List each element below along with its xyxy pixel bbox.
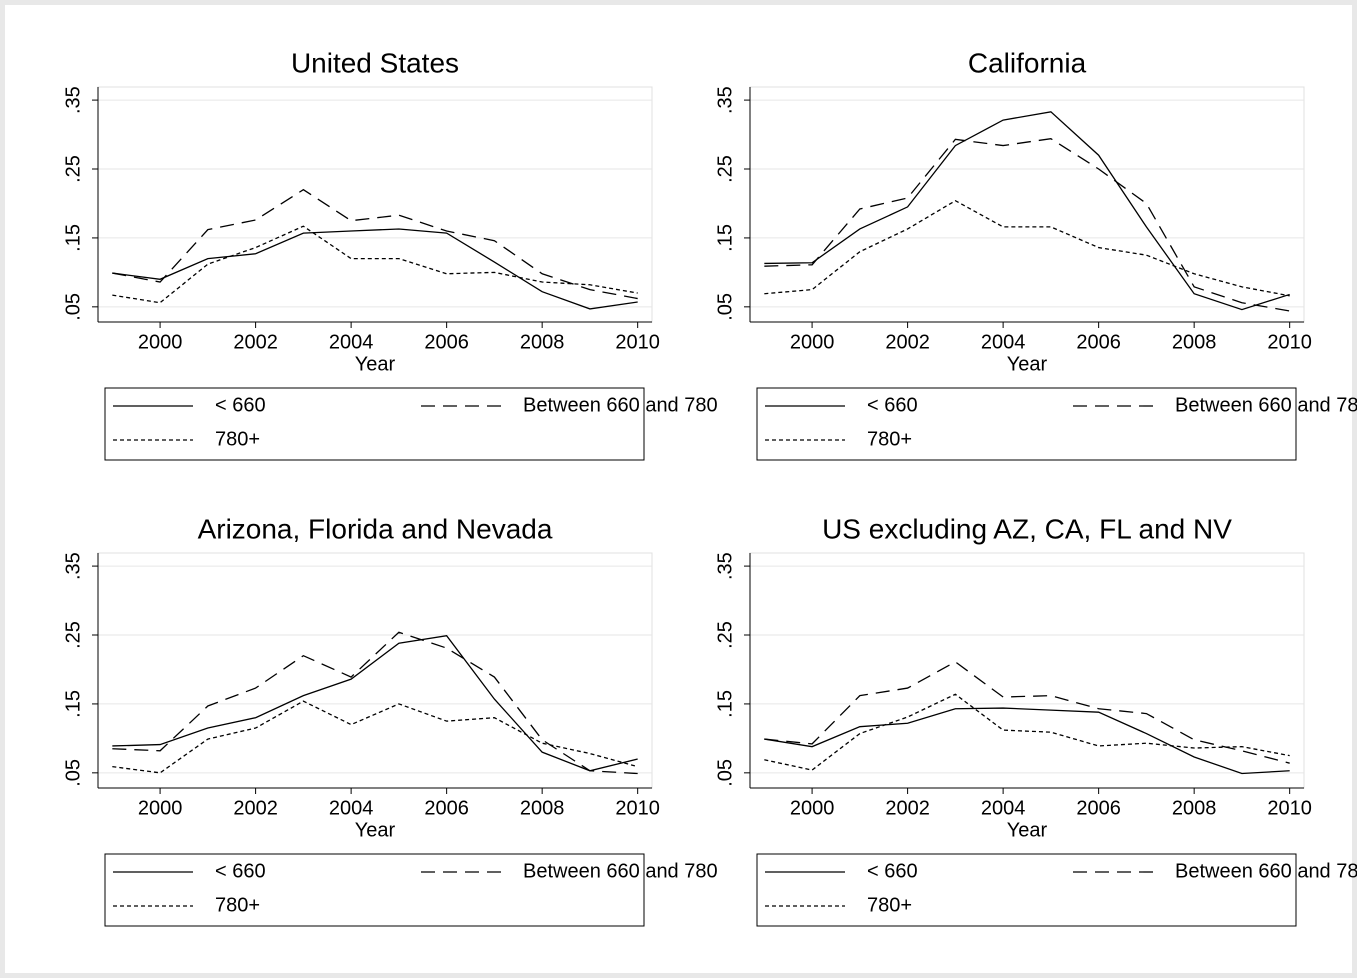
x-axis-label: Year [1007, 819, 1048, 841]
series-line [764, 199, 1290, 297]
x-tick-label: 2002 [233, 331, 278, 353]
legend-label: 780+ [215, 894, 260, 916]
plot-area [97, 552, 653, 789]
y-tick-label: .15 [62, 690, 84, 718]
y-tick-label: .05 [714, 293, 736, 321]
legend-label: 780+ [867, 894, 912, 916]
legend-label: < 660 [867, 860, 918, 882]
series-line [112, 188, 638, 300]
chart-title: US excluding AZ, CA, FL and NV [822, 513, 1232, 544]
x-tick-label: 2006 [1076, 331, 1121, 353]
chart-title: California [968, 47, 1087, 78]
x-tick-label: 2002 [885, 797, 930, 819]
x-axis-label: Year [355, 819, 396, 841]
series-line [764, 111, 1290, 311]
x-axis-label: Year [355, 353, 396, 375]
legend-label: Between 660 and 780 [523, 394, 718, 416]
y-tick-label: .35 [62, 86, 84, 114]
chart-title: United States [291, 47, 459, 78]
series-line [112, 228, 638, 310]
y-tick-label: .05 [62, 759, 84, 787]
series-line [764, 138, 1290, 312]
y-tick-label: .25 [714, 155, 736, 183]
y-tick-label: .15 [62, 224, 84, 252]
legend-label: < 660 [867, 394, 918, 416]
legend-label: < 660 [215, 860, 266, 882]
plot-area [97, 86, 653, 323]
legend-box [104, 387, 645, 461]
chart-title: Arizona, Florida and Nevada [198, 513, 553, 544]
series-line [764, 661, 1290, 764]
legend-label: Between 660 and 780 [1175, 860, 1357, 882]
x-tick-label: 2004 [329, 797, 374, 819]
legend-label: Between 660 and 780 [523, 860, 718, 882]
y-tick-label: .35 [714, 552, 736, 580]
x-tick-label: 2010 [1267, 797, 1312, 819]
x-tick-label: 2008 [520, 797, 565, 819]
y-tick-label: .35 [714, 86, 736, 114]
x-tick-label: 2000 [138, 331, 183, 353]
x-tick-label: 2000 [790, 797, 835, 819]
x-tick-label: 2010 [615, 331, 660, 353]
plot-area [749, 86, 1305, 323]
legend-label: 780+ [215, 428, 260, 450]
x-tick-label: 2008 [1172, 331, 1217, 353]
x-tick-label: 2006 [424, 797, 469, 819]
legend-box [104, 853, 645, 927]
y-tick-label: .05 [714, 759, 736, 787]
x-tick-label: 2000 [138, 797, 183, 819]
legend-label: Between 660 and 780 [1175, 394, 1357, 416]
x-tick-label: 2006 [1076, 797, 1121, 819]
x-tick-label: 2006 [424, 331, 469, 353]
y-tick-label: .15 [714, 224, 736, 252]
series-line [112, 225, 638, 304]
x-tick-label: 2010 [1267, 331, 1312, 353]
x-tick-label: 2010 [615, 797, 660, 819]
series-line [764, 693, 1290, 771]
x-tick-label: 2004 [981, 797, 1026, 819]
x-tick-label: 2004 [981, 331, 1026, 353]
series-line [112, 700, 638, 774]
legend-label: < 660 [215, 394, 266, 416]
y-tick-label: .35 [62, 552, 84, 580]
legend-label: 780+ [867, 428, 912, 450]
x-tick-label: 2008 [1172, 797, 1217, 819]
x-tick-label: 2004 [329, 331, 374, 353]
x-tick-label: 2008 [520, 331, 565, 353]
y-tick-label: .25 [62, 621, 84, 649]
x-tick-label: 2002 [885, 331, 930, 353]
x-tick-label: 2002 [233, 797, 278, 819]
x-tick-label: 2000 [790, 331, 835, 353]
series-line [764, 707, 1290, 775]
legend-box [756, 853, 1297, 927]
y-tick-label: .05 [62, 293, 84, 321]
y-tick-label: .25 [62, 155, 84, 183]
plot-area [749, 552, 1305, 789]
y-tick-label: .25 [714, 621, 736, 649]
legend-box [756, 387, 1297, 461]
y-tick-label: .15 [714, 690, 736, 718]
x-axis-label: Year [1007, 353, 1048, 375]
series-line [112, 634, 638, 772]
